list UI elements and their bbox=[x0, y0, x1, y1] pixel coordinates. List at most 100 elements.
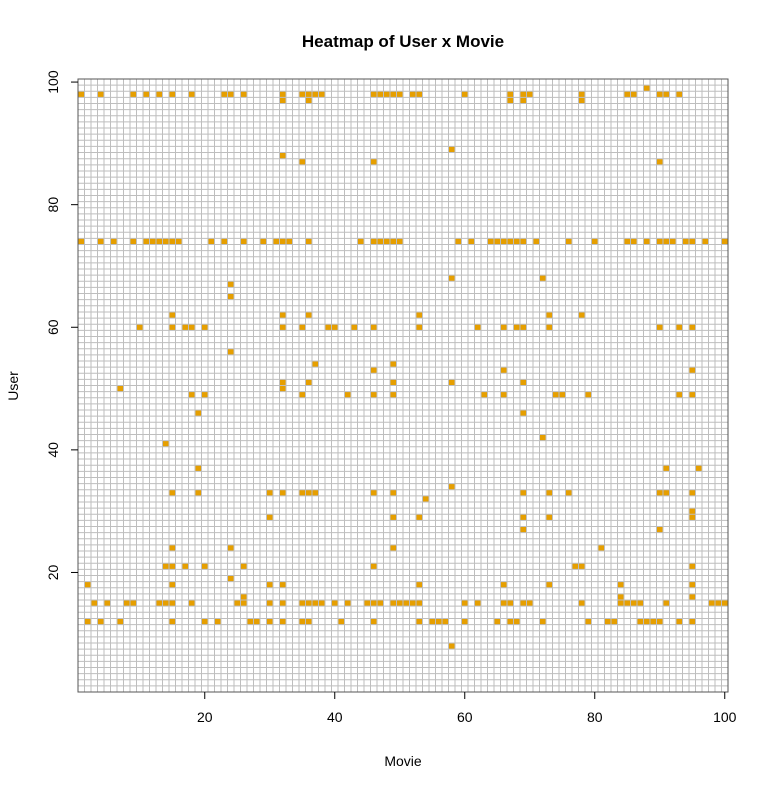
heatmap-cell bbox=[448, 379, 455, 386]
heatmap-cell bbox=[676, 91, 683, 98]
heatmap-cell bbox=[643, 238, 650, 245]
heatmap-cell bbox=[546, 514, 553, 521]
heatmap-cell bbox=[656, 526, 663, 533]
heatmap-cell bbox=[169, 311, 176, 319]
heatmap-cell bbox=[234, 600, 241, 607]
heatmap-cell bbox=[435, 618, 442, 625]
heatmap-cell bbox=[149, 238, 156, 245]
heatmap-cell bbox=[188, 91, 195, 98]
heatmap-cell bbox=[689, 489, 696, 496]
heatmap-cell bbox=[546, 324, 553, 331]
heatmap-cell bbox=[286, 238, 293, 245]
heatmap-cell bbox=[520, 489, 527, 496]
heatmap-cell bbox=[169, 324, 176, 331]
heatmap-cell bbox=[539, 434, 546, 441]
heatmap-cell bbox=[676, 618, 683, 625]
heatmap-cell bbox=[533, 238, 540, 245]
heatmap-cell bbox=[305, 600, 312, 607]
heatmap-cell bbox=[539, 618, 546, 625]
heatmap-cell bbox=[500, 324, 507, 331]
heatmap-cell bbox=[546, 311, 553, 319]
heatmap-cell bbox=[156, 238, 163, 245]
heatmap-cell bbox=[383, 91, 390, 98]
heatmap-cell bbox=[97, 238, 104, 245]
heatmap-cell bbox=[97, 618, 104, 625]
heatmap-cell bbox=[325, 324, 332, 331]
y-tick-label: 40 bbox=[45, 442, 61, 458]
heatmap-cell bbox=[520, 514, 527, 521]
heatmap-cell bbox=[162, 563, 169, 570]
heatmap-cell bbox=[169, 489, 176, 496]
heatmap-cell bbox=[227, 544, 234, 552]
heatmap-cell bbox=[416, 311, 423, 319]
heatmap-cell bbox=[643, 618, 650, 625]
heatmap-cell bbox=[169, 238, 176, 245]
heatmap-cell bbox=[201, 391, 208, 398]
heatmap-cell bbox=[520, 526, 527, 533]
heatmap-cell bbox=[279, 238, 286, 245]
heatmap-cell bbox=[604, 618, 611, 625]
heatmap-cell bbox=[169, 563, 176, 570]
heatmap-cell bbox=[500, 581, 507, 588]
heatmap-cell bbox=[266, 600, 273, 607]
heatmap-cell bbox=[130, 91, 137, 98]
heatmap-cell bbox=[585, 391, 592, 398]
heatmap-cell bbox=[117, 385, 124, 392]
heatmap-cell bbox=[448, 642, 455, 650]
heatmap-cell bbox=[520, 238, 527, 245]
heatmap-cell bbox=[650, 618, 657, 625]
heatmap-cell bbox=[546, 581, 553, 588]
heatmap-cell bbox=[312, 489, 319, 496]
heatmap-cell bbox=[377, 600, 384, 607]
heatmap-cell bbox=[162, 600, 169, 607]
heatmap-cell bbox=[689, 514, 696, 521]
heatmap-cell bbox=[247, 618, 254, 625]
heatmap-cell bbox=[344, 391, 351, 398]
heatmap-cell bbox=[396, 238, 403, 245]
heatmap-cell bbox=[182, 324, 189, 331]
heatmap-cell bbox=[370, 618, 377, 625]
heatmap-cell bbox=[500, 238, 507, 245]
heatmap-cell bbox=[390, 238, 397, 245]
heatmap-cell bbox=[279, 581, 286, 588]
heatmap-cell bbox=[266, 618, 273, 625]
heatmap-cell bbox=[481, 391, 488, 398]
heatmap-cell bbox=[663, 600, 670, 607]
heatmap-cell bbox=[240, 563, 247, 570]
heatmap-cell bbox=[598, 544, 605, 552]
heatmap-cell bbox=[617, 593, 624, 601]
heatmap-cell bbox=[312, 91, 319, 98]
y-axis-label: User bbox=[5, 371, 21, 401]
heatmap-cell bbox=[552, 391, 559, 398]
x-tick-label: 40 bbox=[327, 709, 343, 725]
heatmap-cell bbox=[214, 618, 221, 625]
heatmap-cell bbox=[130, 238, 137, 245]
x-axis: 20 40 60 80 100 bbox=[197, 692, 737, 725]
heatmap-cell bbox=[188, 391, 195, 398]
heatmap-cell bbox=[591, 238, 598, 245]
heatmap-cell bbox=[416, 91, 423, 98]
heatmap-cell bbox=[370, 391, 377, 398]
heatmap-cell bbox=[513, 324, 520, 331]
heatmap-cell bbox=[468, 238, 475, 245]
heatmap-cell bbox=[370, 489, 377, 496]
heatmap-cell bbox=[143, 238, 150, 245]
heatmap-cell bbox=[721, 238, 728, 245]
heatmap-cell bbox=[370, 91, 377, 98]
heatmap-cell bbox=[305, 618, 312, 625]
heatmap-cell bbox=[84, 618, 91, 625]
heatmap-cell bbox=[520, 324, 527, 331]
chart-title: Heatmap of User x Movie bbox=[302, 32, 504, 51]
heatmap-cell bbox=[520, 379, 527, 386]
heatmap-cell bbox=[474, 600, 481, 607]
heatmap-cell bbox=[175, 238, 182, 245]
plot-frame bbox=[77, 78, 729, 693]
heatmap-cell bbox=[578, 91, 585, 98]
heatmap-cell bbox=[201, 618, 208, 625]
heatmap-cell bbox=[253, 618, 260, 625]
heatmap-cell bbox=[578, 311, 585, 319]
heatmap-grid bbox=[77, 78, 729, 693]
heatmap-cell bbox=[526, 91, 533, 98]
heatmap-cell bbox=[689, 367, 696, 374]
